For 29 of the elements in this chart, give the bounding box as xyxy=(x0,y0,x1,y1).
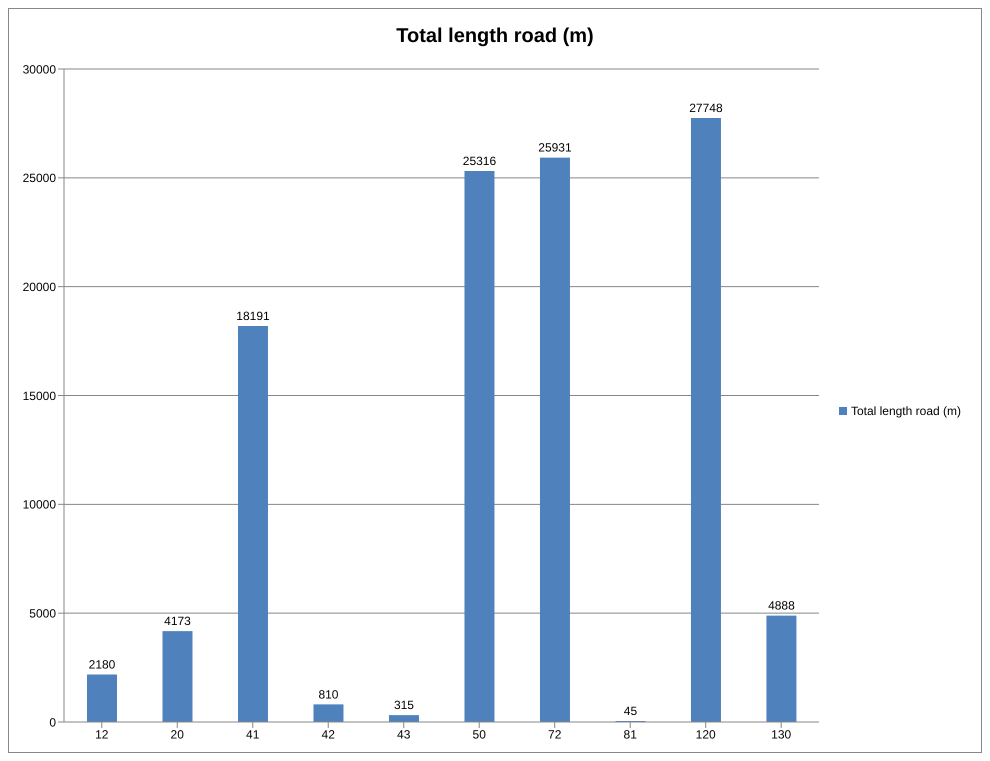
x-tick-label: 81 xyxy=(624,728,638,742)
x-tick-label: 41 xyxy=(246,728,260,742)
data-label: 25931 xyxy=(538,140,572,155)
y-tick-label: 20000 xyxy=(22,280,56,294)
y-tick-label: 0 xyxy=(49,715,56,730)
data-label: 2180 xyxy=(88,658,116,672)
data-label: 25316 xyxy=(462,154,496,168)
x-tick-label: 12 xyxy=(95,728,109,742)
data-label: 27748 xyxy=(689,101,723,116)
x-tick-label: 72 xyxy=(548,728,562,742)
x-tick-label: 130 xyxy=(771,728,792,742)
data-label: 18191 xyxy=(236,309,270,324)
y-tick-label: 10000 xyxy=(22,498,56,512)
legend-label: Total length road (m) xyxy=(850,404,961,418)
y-tick-label: 25000 xyxy=(22,171,56,186)
x-tick-label: 43 xyxy=(397,728,411,742)
data-label: 315 xyxy=(394,698,414,712)
data-label: 810 xyxy=(318,687,339,702)
x-tick-label: 20 xyxy=(170,728,184,742)
y-tick-label: 30000 xyxy=(22,62,56,76)
x-tick-label: 50 xyxy=(472,728,486,742)
data-label: 4173 xyxy=(164,614,192,628)
y-tick-label: 15000 xyxy=(22,388,56,403)
data-label: 45 xyxy=(624,704,638,718)
data-label: 4888 xyxy=(768,598,796,613)
x-tick-label: 120 xyxy=(696,728,716,742)
x-tick-label: 42 xyxy=(322,728,336,742)
y-tick-label: 5000 xyxy=(29,606,56,620)
chart-title: Total length road (m) xyxy=(395,24,595,49)
